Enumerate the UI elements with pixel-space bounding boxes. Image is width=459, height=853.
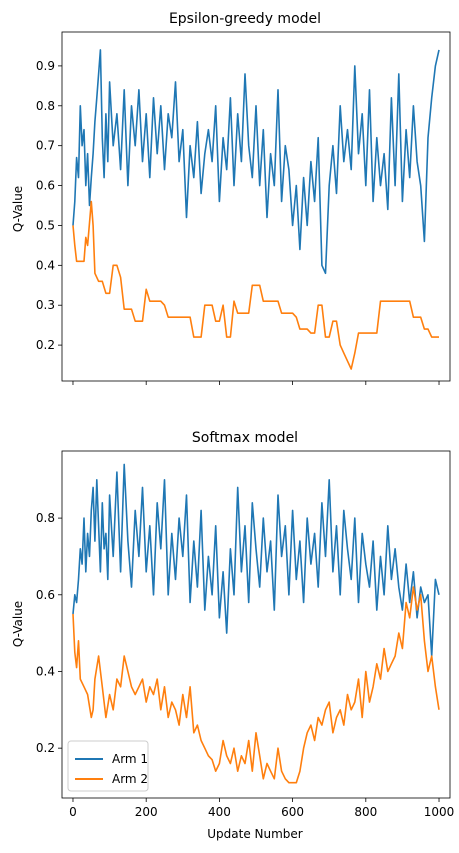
legend: Arm 1 Arm 2 xyxy=(67,740,149,792)
epsilon-greedy-ytick-label: 0.2 xyxy=(36,338,55,352)
softmax-xlabel: Update Number xyxy=(207,827,303,841)
softmax-ytick-label: 0.2 xyxy=(36,741,55,755)
softmax-xtick-label: 600 xyxy=(281,805,304,819)
legend-label-arm1: Arm 1 xyxy=(112,752,148,766)
epsilon-greedy-ytick-label: 0.6 xyxy=(36,179,55,193)
epsilon-greedy-series-arm2-line xyxy=(72,200,439,370)
epsilon-greedy-ytick-label: 0.5 xyxy=(36,218,55,232)
softmax-xtick-label: 1000 xyxy=(424,805,455,819)
softmax-series-arm2-line xyxy=(72,586,440,784)
softmax-xtick-label: 400 xyxy=(208,805,231,819)
softmax-subplot: Softmax model Q-Value Update Number 0.20… xyxy=(11,430,454,841)
softmax-ytick-label: 0.6 xyxy=(36,588,55,602)
legend-label-arm2: Arm 2 xyxy=(112,772,148,786)
epsilon-greedy-plot-area: 0.2 0.3 0.4 0.5 0.6 0.7 0.8 0.9 xyxy=(36,31,451,385)
epsilon-greedy-subplot: Epsilon-greedy model Q-Value 0.20.30.40.… xyxy=(11,11,451,385)
softmax-ylabel: Q-Value xyxy=(11,601,25,647)
epsilon-greedy-ytick-label: 0.7 xyxy=(36,139,55,153)
softmax-xtick-label: 800 xyxy=(354,805,377,819)
epsilon-greedy-ytick-label: 0.8 xyxy=(36,99,55,113)
softmax-title: Softmax model xyxy=(192,430,298,446)
softmax-ytick-label: 0.8 xyxy=(36,511,55,525)
epsilon-greedy-ytick-label: 0.3 xyxy=(36,298,55,312)
epsilon-greedy-ytick-label: 0.9 xyxy=(36,59,55,73)
epsilon-greedy-title: Epsilon-greedy model xyxy=(169,11,321,27)
epsilon-greedy-ytick-label: 0.4 xyxy=(36,258,55,272)
epsilon-greedy-ylabel: Q-Value xyxy=(11,186,25,232)
softmax-plot-area: 0.2 0.4 0.6 0.8 0 200 400 600 800 1000 xyxy=(36,450,455,819)
softmax-xtick-label: 0 xyxy=(69,805,77,819)
epsilon-greedy-series-arm1-line xyxy=(72,49,440,275)
epsilon-greedy-axes-frame xyxy=(61,31,451,382)
softmax-xtick-label: 200 xyxy=(135,805,158,819)
softmax-axes-frame xyxy=(61,450,451,799)
softmax-ytick-label: 0.4 xyxy=(36,664,55,678)
softmax-series-arm1-line xyxy=(72,463,440,657)
